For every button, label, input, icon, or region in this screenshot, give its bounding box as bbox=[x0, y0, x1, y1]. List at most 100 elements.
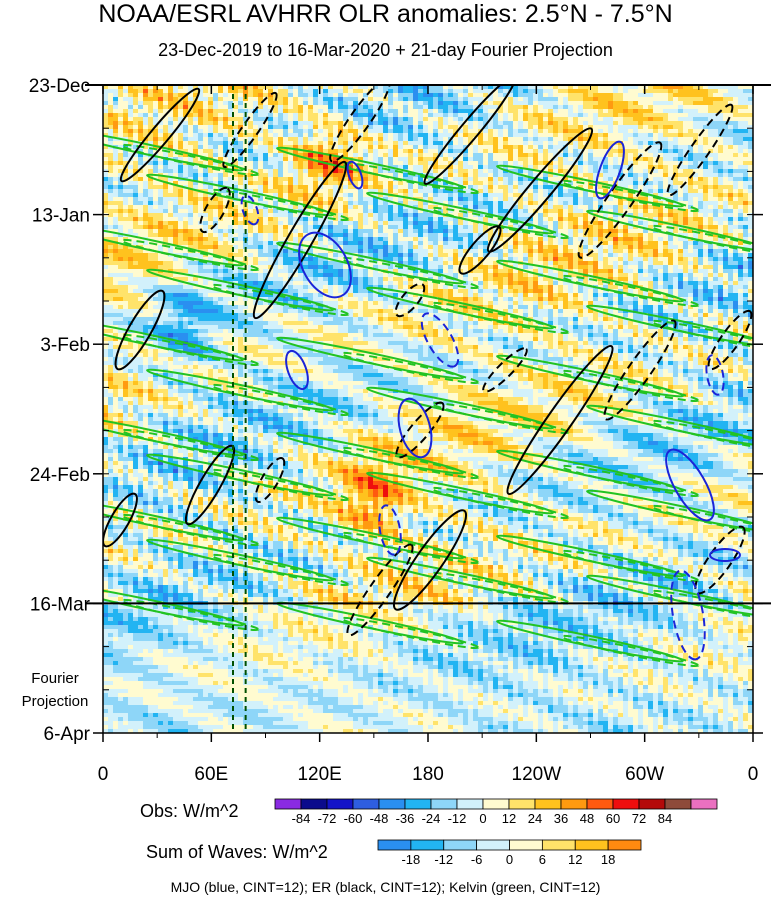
heatmap-cell bbox=[158, 165, 164, 170]
heatmap-cell bbox=[293, 165, 299, 170]
heatmap-cell bbox=[553, 133, 559, 138]
heatmap-cell bbox=[123, 217, 129, 222]
heatmap-cell bbox=[168, 205, 174, 210]
heatmap-cell bbox=[348, 173, 354, 178]
heatmap-cell bbox=[258, 177, 264, 182]
heatmap-cell bbox=[148, 193, 154, 198]
heatmap-cell bbox=[748, 129, 753, 134]
heatmap-cell bbox=[128, 197, 134, 202]
heatmap-cell bbox=[488, 101, 494, 106]
heatmap-cell bbox=[443, 189, 449, 194]
heatmap-cell bbox=[498, 85, 504, 90]
heatmap-cell bbox=[128, 121, 134, 126]
heatmap-cell bbox=[423, 109, 429, 114]
heatmap-cell bbox=[408, 161, 414, 166]
heatmap-cell bbox=[383, 221, 389, 226]
heatmap-cell bbox=[688, 109, 694, 114]
heatmap-cell bbox=[283, 229, 289, 234]
heatmap-cell bbox=[418, 113, 424, 118]
heatmap-cell bbox=[408, 201, 414, 206]
heatmap-cell bbox=[178, 101, 184, 106]
heatmap-cell bbox=[288, 153, 294, 158]
heatmap-cell bbox=[198, 117, 204, 122]
heatmap-cell bbox=[593, 197, 599, 202]
heatmap-cell bbox=[703, 173, 709, 178]
heatmap-cell bbox=[103, 217, 109, 222]
heatmap-cell bbox=[368, 157, 374, 162]
heatmap-cell bbox=[623, 165, 629, 170]
heatmap-cell bbox=[643, 129, 649, 134]
heatmap-cell bbox=[453, 129, 459, 134]
heatmap-cell bbox=[268, 101, 274, 106]
heatmap-cell bbox=[608, 85, 614, 90]
heatmap-cell bbox=[538, 217, 544, 222]
heatmap-cell bbox=[673, 185, 679, 190]
heatmap-cell bbox=[358, 137, 364, 142]
heatmap-cell bbox=[578, 89, 584, 94]
heatmap-cell bbox=[328, 233, 334, 238]
heatmap-cell bbox=[338, 117, 344, 122]
heatmap-cell bbox=[313, 133, 319, 138]
heatmap-cell bbox=[178, 161, 184, 166]
heatmap-cell bbox=[208, 129, 214, 134]
heatmap-cell bbox=[333, 209, 339, 214]
heatmap-cell bbox=[353, 221, 359, 226]
heatmap-cell bbox=[623, 233, 629, 238]
heatmap-cell bbox=[668, 93, 674, 98]
heatmap-cell bbox=[258, 225, 264, 230]
heatmap-cell bbox=[203, 221, 209, 226]
heatmap-cell bbox=[448, 193, 454, 198]
heatmap-cell bbox=[223, 173, 229, 178]
heatmap-cell bbox=[363, 221, 369, 226]
heatmap-cell bbox=[358, 97, 364, 102]
heatmap-cell bbox=[238, 217, 244, 222]
heatmap-cell bbox=[373, 157, 379, 162]
heatmap-cell bbox=[583, 173, 589, 178]
heatmap-cell bbox=[403, 165, 409, 170]
heatmap-cell bbox=[133, 181, 139, 186]
heatmap-cell bbox=[423, 233, 429, 238]
heatmap-cell bbox=[313, 93, 319, 98]
heatmap-cell bbox=[728, 169, 734, 174]
heatmap-cell bbox=[178, 89, 184, 94]
heatmap-cell bbox=[153, 121, 159, 126]
heatmap-cell bbox=[528, 93, 534, 98]
heatmap-cell bbox=[103, 233, 109, 238]
heatmap-cell bbox=[143, 181, 149, 186]
heatmap-cell bbox=[528, 105, 534, 110]
heatmap-cell bbox=[523, 213, 529, 218]
heatmap-cell bbox=[158, 185, 164, 190]
heatmap-cell bbox=[168, 85, 174, 90]
heatmap-cell bbox=[388, 225, 394, 230]
heatmap-cell bbox=[258, 157, 264, 162]
heatmap-cell bbox=[578, 93, 584, 98]
heatmap-cell bbox=[568, 157, 574, 162]
heatmap-cell bbox=[478, 197, 484, 202]
heatmap-cell bbox=[128, 125, 134, 130]
heatmap-cell bbox=[318, 145, 324, 150]
heatmap-cell bbox=[308, 165, 314, 170]
heatmap-cell bbox=[673, 225, 679, 230]
heatmap-cell bbox=[458, 157, 464, 162]
heatmap-cell bbox=[633, 101, 639, 106]
heatmap-cell bbox=[103, 113, 109, 118]
heatmap-cell bbox=[328, 105, 334, 110]
heatmap-cell bbox=[598, 153, 604, 158]
heatmap-cell bbox=[633, 205, 639, 210]
heatmap-cell bbox=[648, 209, 654, 214]
heatmap-cell bbox=[248, 117, 254, 122]
heatmap-cell bbox=[248, 89, 254, 94]
heatmap-cell bbox=[438, 189, 444, 194]
heatmap-cell bbox=[743, 133, 749, 138]
heatmap-cell bbox=[383, 229, 389, 234]
heatmap-cell bbox=[353, 101, 359, 106]
heatmap-cell bbox=[723, 141, 729, 146]
heatmap-cell bbox=[493, 233, 499, 238]
heatmap-cell bbox=[668, 101, 674, 106]
heatmap-cell bbox=[238, 209, 244, 214]
heatmap-cell bbox=[468, 229, 474, 234]
heatmap-cell bbox=[128, 137, 134, 142]
heatmap-cell bbox=[503, 101, 509, 106]
heatmap-cell bbox=[168, 113, 174, 118]
heatmap-cell bbox=[238, 233, 244, 238]
